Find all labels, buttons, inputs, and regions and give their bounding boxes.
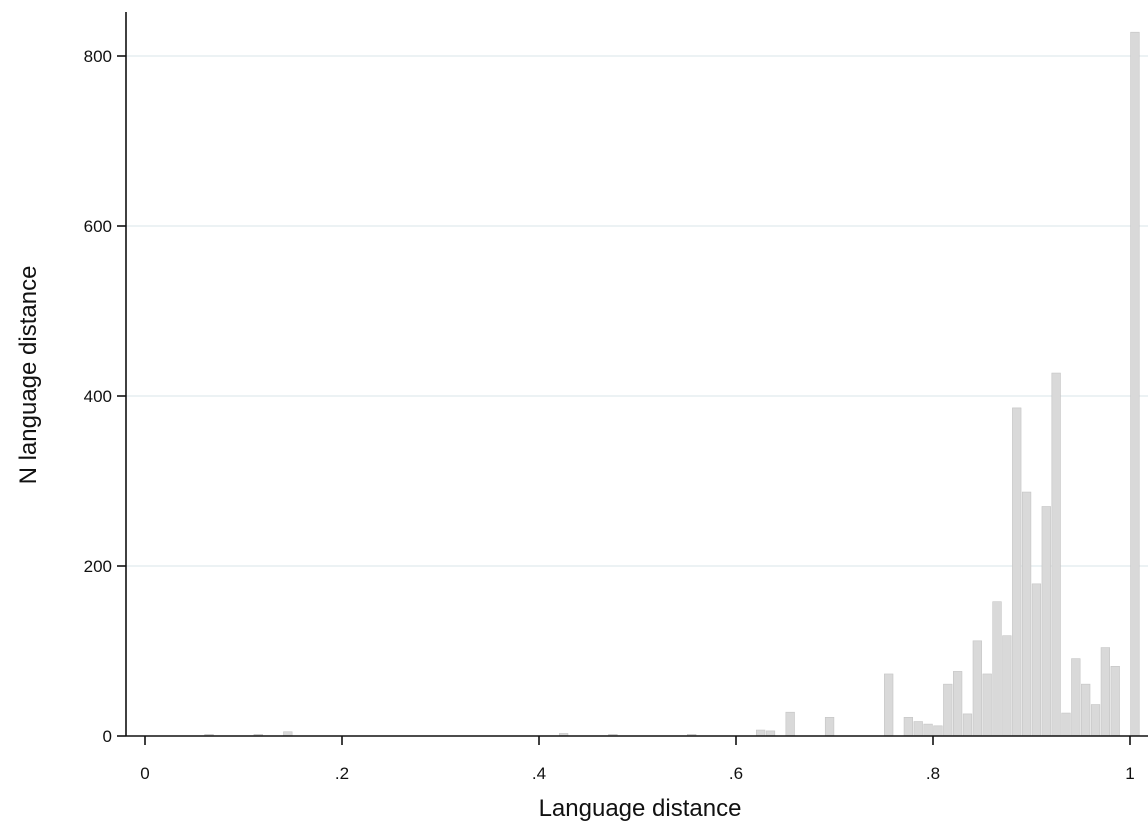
bar (1051, 372, 1061, 737)
bar (755, 729, 766, 737)
bar (884, 673, 894, 737)
bar (992, 601, 1002, 737)
y-tick-label: 0 (103, 727, 112, 746)
y-tick-label: 400 (84, 387, 112, 406)
bar (1012, 407, 1022, 737)
x-tick-label: 1 (1125, 764, 1134, 783)
bar (1061, 712, 1071, 737)
bar (1110, 665, 1120, 737)
y-axis-title: N language distance (15, 266, 42, 485)
x-tick-label: .2 (335, 764, 349, 783)
bar (962, 713, 973, 737)
bar (923, 723, 933, 737)
bar (1021, 491, 1032, 737)
bar (952, 671, 963, 737)
x-tick-label: .8 (926, 764, 940, 783)
bars (204, 31, 1140, 737)
y-tick-label: 200 (84, 557, 112, 576)
bar (824, 716, 835, 737)
x-tick-label: 0 (140, 764, 149, 783)
x-tick-label: .4 (532, 764, 546, 783)
bar (903, 716, 913, 737)
x-tick-label: .6 (729, 764, 743, 783)
bar (913, 721, 923, 737)
bar (943, 683, 953, 737)
y-tick-label: 800 (84, 47, 112, 66)
bar (1031, 583, 1042, 737)
bar (1041, 506, 1051, 737)
bar (1090, 704, 1101, 737)
bar (1002, 635, 1012, 737)
ticks: 0 200 400 600 800 0 .2 .4 .6 .8 1 (84, 47, 1135, 783)
bar (1100, 647, 1111, 737)
bar (933, 725, 943, 737)
gridlines (126, 55, 1148, 567)
bar (1130, 31, 1140, 737)
bar (1081, 683, 1091, 737)
axes (125, 12, 1148, 737)
bar (982, 673, 992, 737)
bar (785, 711, 795, 737)
x-axis-title: Language distance (539, 795, 742, 822)
bar (1071, 658, 1081, 737)
bar (972, 640, 982, 737)
y-tick-label: 600 (84, 217, 112, 236)
